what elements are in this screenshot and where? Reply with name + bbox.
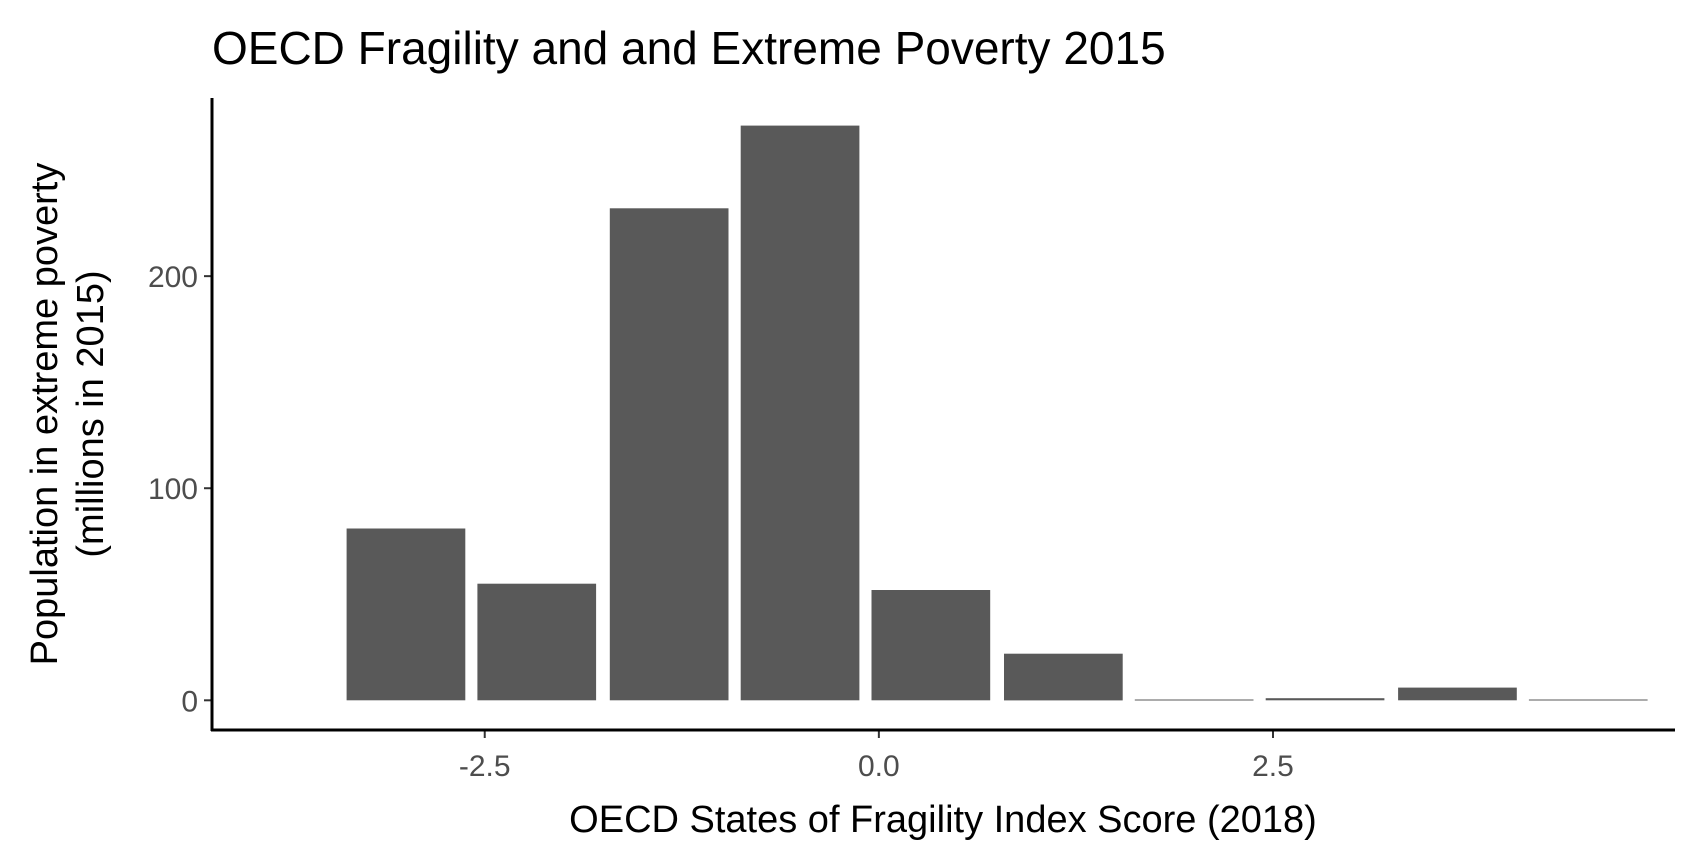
y-axis-ticks: 0 100 200 [148,261,212,718]
y-axis-title-line-1: Population in extreme poverty [24,163,66,666]
y-tick-label: 200 [148,261,198,294]
y-tick-label: 0 [181,685,198,718]
bars-group [346,125,1648,701]
bar-8 [1398,687,1517,701]
x-tick-label: 2.5 [1252,750,1294,783]
x-axis-ticks: -2.5 0.0 2.5 [459,730,1294,783]
bar-1 [477,583,597,701]
bar-9 [1528,699,1648,701]
x-tick-label: -2.5 [459,750,511,783]
x-tick-label: 0.0 [858,750,900,783]
bar-5 [1004,653,1123,701]
x-axis-title: OECD States of Fragility Index Score (20… [569,799,1317,841]
bar-4 [871,590,991,701]
bar-2 [609,208,729,701]
y-axis-title-line-2: (millions in 2015) [70,270,112,557]
chart-title: OECD Fragility and and Extreme Poverty 2… [212,22,1166,74]
bar-0 [346,528,466,701]
y-tick-label: 100 [148,473,198,506]
bar-6 [1134,699,1254,701]
bar-7 [1265,698,1385,701]
bar-3 [740,125,860,701]
